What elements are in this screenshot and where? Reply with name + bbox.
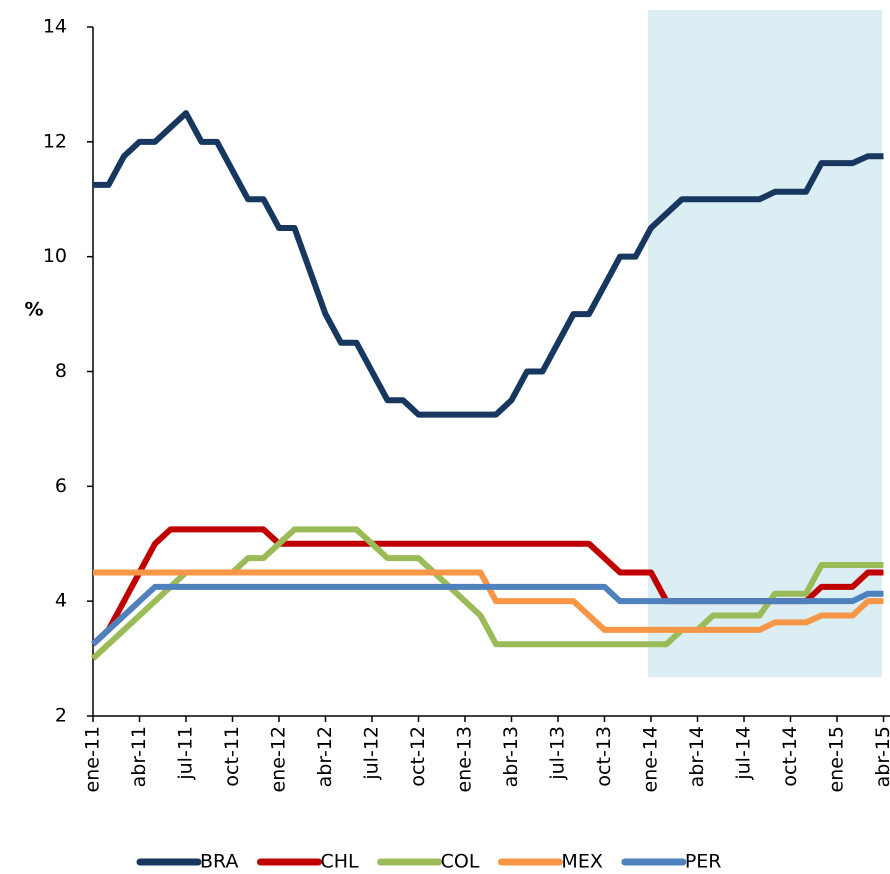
x-tick-label: jul-11 bbox=[175, 726, 197, 781]
y-axis-label: % bbox=[24, 299, 43, 321]
x-tick-label: ene-15 bbox=[826, 726, 848, 792]
x-tick-label: jul-13 bbox=[547, 726, 569, 781]
series-line bbox=[93, 110, 884, 418]
x-tick-label: oct-12 bbox=[407, 726, 429, 787]
x-tick-label: jul-12 bbox=[361, 726, 383, 781]
x-tick-label: oct-11 bbox=[221, 726, 243, 787]
legend-label: PER bbox=[685, 851, 722, 873]
y-tick-label: 12 bbox=[43, 130, 67, 152]
legend-label: COL bbox=[441, 851, 480, 873]
y-tick-label: 10 bbox=[43, 245, 67, 267]
highlight-region bbox=[648, 10, 882, 677]
x-tick-label: ene-14 bbox=[640, 726, 662, 792]
series-line bbox=[90, 583, 884, 647]
legend-label: CHL bbox=[320, 851, 359, 873]
y-tick-label: 14 bbox=[43, 16, 67, 38]
x-tick-label: ene-12 bbox=[268, 726, 290, 792]
y-tick-label: 6 bbox=[55, 475, 67, 497]
x-tick-label: ene-13 bbox=[454, 726, 476, 792]
x-tick-label: oct-13 bbox=[593, 726, 615, 787]
x-tick-label: jul-14 bbox=[733, 726, 755, 781]
x-tick-label: ene-11 bbox=[82, 726, 104, 792]
legend-label: BRA bbox=[200, 851, 238, 873]
x-tick-label: abr-11 bbox=[128, 726, 150, 787]
x-tick-label: abr-14 bbox=[686, 726, 708, 787]
y-tick-label: 4 bbox=[55, 590, 67, 612]
x-tick-label: oct-14 bbox=[779, 726, 801, 787]
x-tick-label: abr-13 bbox=[500, 726, 522, 787]
y-tick-label: 2 bbox=[55, 705, 67, 727]
x-tick-label: abr-15 bbox=[872, 726, 890, 787]
y-tick-label: 8 bbox=[55, 360, 67, 382]
legend-label: MEX bbox=[561, 851, 602, 873]
x-tick-label: abr-12 bbox=[314, 726, 336, 787]
